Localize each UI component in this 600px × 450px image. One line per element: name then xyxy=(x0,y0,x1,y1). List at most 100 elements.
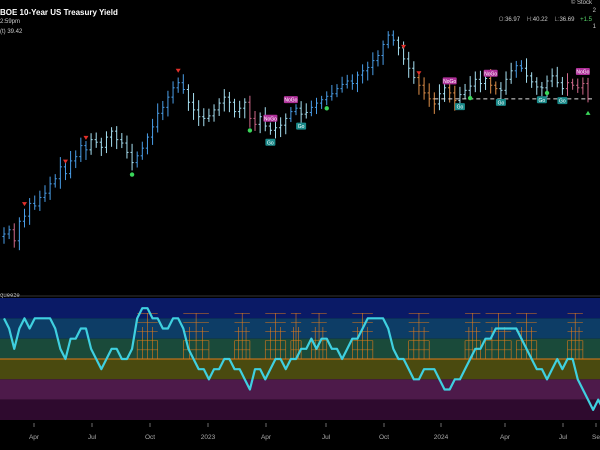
ohlc-readout: O:36.97 H:40.22 L:36.69 +1.5 xyxy=(494,17,592,23)
price-bar xyxy=(58,157,62,189)
price-bar xyxy=(22,208,27,228)
x-tick-label: Jul xyxy=(322,434,331,441)
price-bar xyxy=(565,73,570,96)
up-triangle xyxy=(585,110,591,115)
price-bar xyxy=(227,91,232,113)
price-bar xyxy=(84,141,88,160)
go-label: Go xyxy=(536,96,547,104)
price-bar xyxy=(273,119,278,139)
price-bar xyxy=(197,100,201,126)
price-bar xyxy=(289,107,293,123)
price-bar xyxy=(463,83,467,99)
price-bar xyxy=(555,66,559,88)
price-bar xyxy=(115,126,119,150)
price-bar xyxy=(17,217,21,251)
price-bar xyxy=(314,97,319,115)
go-text: Go xyxy=(267,140,274,146)
price-bar xyxy=(504,71,508,95)
price-bar xyxy=(89,133,93,155)
squeeze-grid xyxy=(234,313,251,360)
x-axis: Apr Jul Oct 2023 Apr Jul Oct 2024 Apr Jul Se xyxy=(29,423,600,441)
price-bar xyxy=(355,71,360,93)
price-bar xyxy=(130,143,134,171)
price-bar xyxy=(2,227,6,244)
price-bar xyxy=(207,108,211,122)
nogo-text: NoGo xyxy=(443,79,456,85)
nogo-label: NoGo xyxy=(575,68,590,76)
ohlc-open-label: O: xyxy=(498,17,506,23)
price-bar xyxy=(437,84,442,111)
price-bar xyxy=(166,90,170,117)
price-bar xyxy=(473,71,477,93)
oscillator-band xyxy=(0,318,600,339)
nogo-text: NoGo xyxy=(576,70,589,76)
price-bar xyxy=(519,60,524,72)
green-dot xyxy=(129,172,135,177)
price-bar xyxy=(120,133,124,149)
price-bar xyxy=(576,78,580,93)
price-bar xyxy=(432,92,436,114)
price-bar xyxy=(407,51,411,78)
go-text: Go xyxy=(298,124,305,130)
go-label: Go xyxy=(265,138,276,146)
price-bar xyxy=(422,77,426,100)
price-bar xyxy=(417,73,421,95)
down-triangle xyxy=(62,159,68,164)
x-tick-label: Jul xyxy=(88,434,97,441)
price-bar xyxy=(335,84,339,98)
price-bar xyxy=(294,104,298,116)
annotations: NoGo NoGo NoGo NoGo NoGo Go Go Go Go Go Go xyxy=(21,44,591,207)
squeeze-grid xyxy=(264,313,287,360)
price-bar xyxy=(535,77,539,95)
ohlc-low: 36.69 xyxy=(559,17,575,23)
squeeze-grid xyxy=(311,313,328,360)
right-mid-label: 1 xyxy=(592,24,596,30)
price-bar xyxy=(391,30,395,46)
squeeze-grid xyxy=(352,313,374,360)
go-label: Go xyxy=(495,98,506,106)
x-tick-label: 2023 xyxy=(201,434,216,441)
price-bar xyxy=(381,40,385,65)
price-bar xyxy=(524,58,529,83)
down-triangle xyxy=(416,71,422,76)
ohlc-high-label: H: xyxy=(526,17,533,23)
price-bar xyxy=(38,190,42,211)
green-dot xyxy=(247,128,253,133)
green-dot xyxy=(324,106,329,111)
price-bar xyxy=(140,141,144,160)
price-bar xyxy=(161,100,165,121)
price-bar xyxy=(212,104,216,122)
go-text: Go xyxy=(498,100,505,106)
price-bar xyxy=(243,98,247,119)
down-triangle xyxy=(83,135,89,140)
price-bar xyxy=(33,195,37,210)
nogo-label: NoGo xyxy=(263,114,278,122)
down-triangle xyxy=(21,202,27,207)
price-bars xyxy=(2,30,592,251)
nogo-label: NoGo xyxy=(283,96,298,104)
nogo-text: NoGo xyxy=(284,98,297,104)
go-label: Go xyxy=(557,97,568,105)
go-text: Go xyxy=(539,98,546,104)
brand-label: © Stock xyxy=(570,0,592,6)
price-bar xyxy=(48,176,52,200)
price-bar xyxy=(350,74,354,90)
price-bar xyxy=(581,77,585,95)
squeeze-grid xyxy=(136,313,158,360)
price-bar xyxy=(79,137,83,162)
price-bar xyxy=(494,81,498,95)
nogo-text: NoGo xyxy=(264,116,277,122)
price-bar xyxy=(550,68,554,88)
nogo-label: NoGo xyxy=(442,77,457,85)
price-bar xyxy=(74,150,78,169)
price-bar xyxy=(560,76,564,95)
price-bar xyxy=(284,113,288,135)
price-bar xyxy=(268,122,272,135)
oscillator-band xyxy=(0,399,600,420)
ohlc-change: +1.5 xyxy=(580,17,592,23)
oscillator-line xyxy=(3,307,600,411)
price-bar xyxy=(68,151,73,179)
price-bar xyxy=(279,117,283,138)
price-bar xyxy=(325,91,329,106)
